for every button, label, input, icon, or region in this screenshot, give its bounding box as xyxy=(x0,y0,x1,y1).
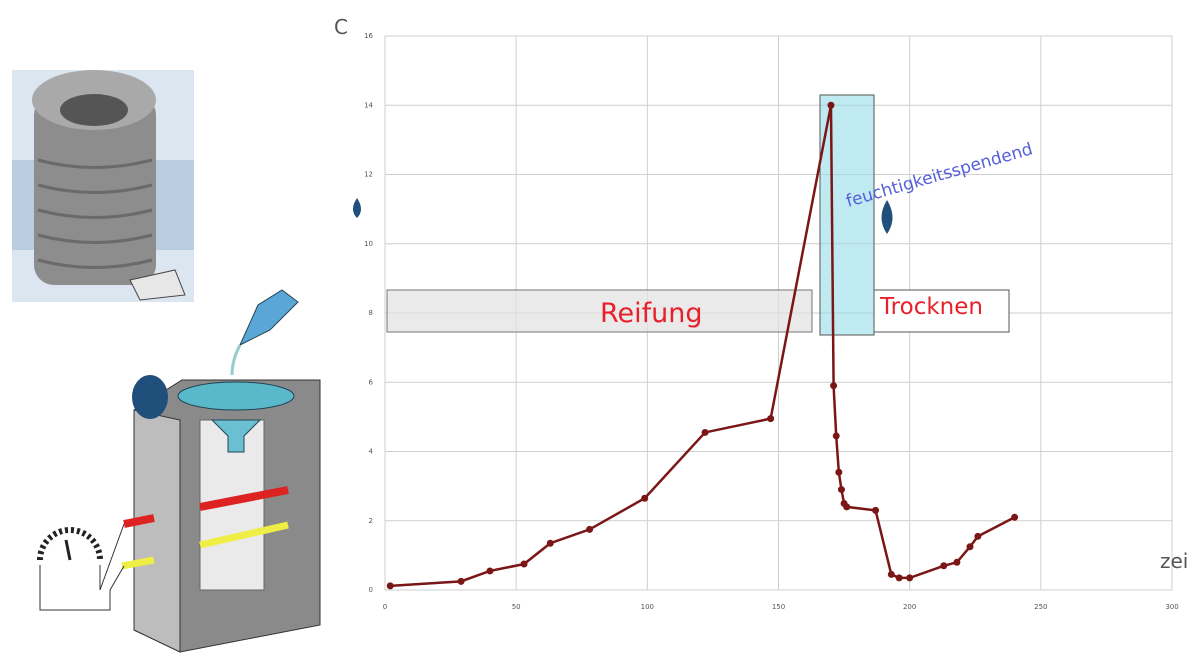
data-point xyxy=(521,561,528,568)
data-point xyxy=(872,507,879,514)
y-axis-label: C xyxy=(334,15,348,39)
x-tick-label: 300 xyxy=(1165,603,1178,611)
data-point xyxy=(906,574,913,581)
x-tick-label: 50 xyxy=(512,603,521,611)
data-point xyxy=(974,533,981,540)
y-tick-label: 10 xyxy=(364,240,373,248)
y-tick-label: 12 xyxy=(364,171,373,179)
data-point xyxy=(586,526,593,533)
plot: 0 2 4 6 8 10 12 14 16 0 50 100 150 200 250 300 Reifung Tr… xyxy=(364,32,1179,611)
data-point xyxy=(458,578,465,585)
data-point xyxy=(967,543,974,550)
illustration-device xyxy=(40,290,320,652)
data-point xyxy=(953,559,960,566)
x-tick-label: 100 xyxy=(641,603,654,611)
x-tick-label: 250 xyxy=(1034,603,1047,611)
drop-icon xyxy=(882,200,893,234)
x-tick-label: 0 xyxy=(383,603,387,611)
data-point xyxy=(838,486,845,493)
illustration-photo xyxy=(12,70,194,302)
data-point xyxy=(835,469,842,476)
page: 0 2 4 6 8 10 12 14 16 0 50 100 150 200 250 300 Reifung Tr… xyxy=(0,0,1196,657)
data-point xyxy=(833,432,840,439)
y-tick-label: 8 xyxy=(369,309,373,317)
drop-icon xyxy=(353,198,361,218)
data-point xyxy=(830,382,837,389)
data-point xyxy=(547,540,554,547)
data-point xyxy=(1011,514,1018,521)
y-tick-label: 0 xyxy=(369,586,373,594)
data-point xyxy=(843,503,850,510)
x-tick-label: 200 xyxy=(903,603,916,611)
x-tick-label: 150 xyxy=(772,603,785,611)
data-point xyxy=(767,415,774,422)
x-axis-label: zei xyxy=(1160,549,1188,573)
data-point xyxy=(486,567,493,574)
data-point xyxy=(641,495,648,502)
data-point xyxy=(827,102,834,109)
data-point xyxy=(387,582,394,589)
y-tick-label: 2 xyxy=(369,517,373,525)
data-point xyxy=(888,571,895,578)
annotation: Reifung xyxy=(600,298,703,329)
y-tick-label: 6 xyxy=(369,378,374,386)
y-tick-label: 4 xyxy=(369,448,374,456)
y-tick-label: 14 xyxy=(364,101,373,109)
data-point xyxy=(896,574,903,581)
y-tick-label: 16 xyxy=(364,32,373,40)
data-point xyxy=(940,562,947,569)
region-box xyxy=(820,95,874,335)
data-point xyxy=(702,429,709,436)
annotation: Trocknen xyxy=(879,294,983,320)
